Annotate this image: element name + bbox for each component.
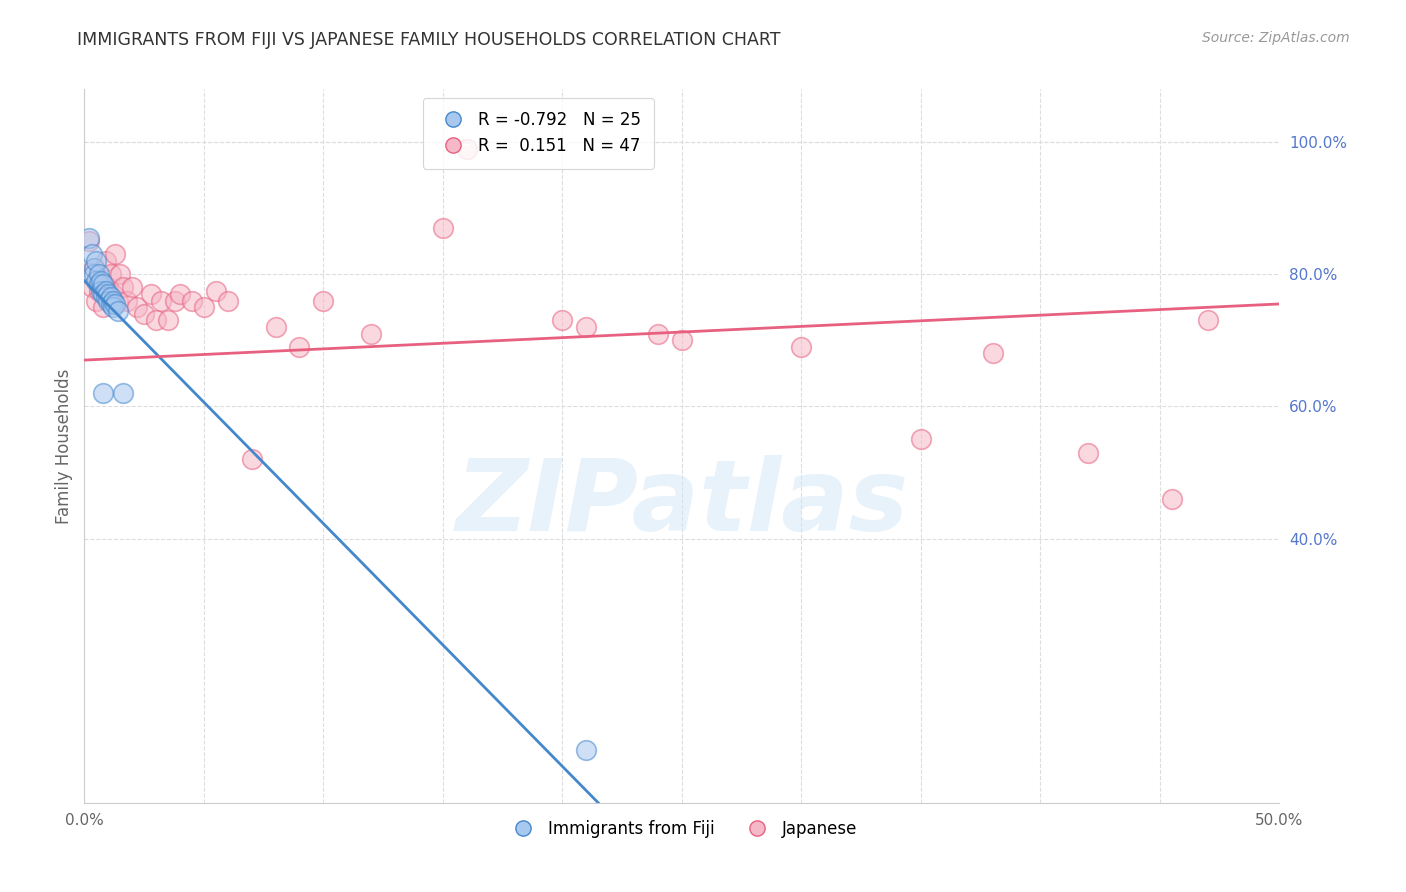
Point xyxy=(87,277,110,292)
Legend: Immigrants from Fiji, Japanese: Immigrants from Fiji, Japanese xyxy=(501,814,863,845)
Point xyxy=(575,320,598,334)
Point xyxy=(100,290,122,304)
Point xyxy=(83,267,105,281)
Point xyxy=(94,284,117,298)
Point xyxy=(104,297,127,311)
Point xyxy=(1197,313,1219,327)
Point xyxy=(100,267,122,281)
Point xyxy=(100,297,122,311)
Point xyxy=(101,293,124,308)
Point xyxy=(94,254,117,268)
Point xyxy=(77,231,100,245)
Point xyxy=(80,280,103,294)
Point xyxy=(93,277,115,292)
Point xyxy=(90,274,112,288)
Point xyxy=(90,280,112,294)
Point xyxy=(205,284,228,298)
Point xyxy=(107,293,129,308)
Point xyxy=(456,142,478,156)
Point xyxy=(93,386,115,401)
Point xyxy=(90,284,112,298)
Point xyxy=(981,346,1004,360)
Point xyxy=(93,287,115,301)
Point xyxy=(288,340,311,354)
Point xyxy=(87,274,110,288)
Point xyxy=(77,234,100,248)
Point xyxy=(551,313,574,327)
Point xyxy=(790,340,813,354)
Point xyxy=(132,307,156,321)
Point xyxy=(111,280,134,294)
Text: Source: ZipAtlas.com: Source: ZipAtlas.com xyxy=(1202,31,1350,45)
Point xyxy=(432,221,454,235)
Y-axis label: Family Households: Family Households xyxy=(55,368,73,524)
Point xyxy=(97,287,120,301)
Point xyxy=(647,326,669,341)
Point xyxy=(86,293,108,308)
Point xyxy=(87,284,110,298)
Point xyxy=(80,247,103,261)
Point xyxy=(193,300,215,314)
Point xyxy=(671,333,693,347)
Point xyxy=(312,293,335,308)
Point xyxy=(104,247,127,261)
Point xyxy=(360,326,382,341)
Point xyxy=(1161,491,1184,506)
Point xyxy=(141,287,163,301)
Point xyxy=(97,280,120,294)
Point xyxy=(101,300,124,314)
Point xyxy=(83,260,105,275)
Point xyxy=(86,254,108,268)
Point xyxy=(264,320,287,334)
Text: IMMIGRANTS FROM FIJI VS JAPANESE FAMILY HOUSEHOLDS CORRELATION CHART: IMMIGRANTS FROM FIJI VS JAPANESE FAMILY … xyxy=(77,31,780,49)
Point xyxy=(97,293,120,308)
Point xyxy=(87,267,110,281)
Point xyxy=(125,300,148,314)
Point xyxy=(121,280,143,294)
Point xyxy=(86,274,108,288)
Point xyxy=(165,293,187,308)
Point xyxy=(217,293,239,308)
Point xyxy=(110,267,132,281)
Point xyxy=(149,293,172,308)
Text: ZIPatlas: ZIPatlas xyxy=(456,455,908,551)
Point xyxy=(117,293,139,308)
Point xyxy=(181,293,204,308)
Point xyxy=(94,290,117,304)
Point xyxy=(157,313,180,327)
Point xyxy=(145,313,167,327)
Point xyxy=(111,386,134,401)
Point xyxy=(575,743,598,757)
Point xyxy=(93,300,115,314)
Point xyxy=(107,303,129,318)
Point xyxy=(240,452,263,467)
Point xyxy=(101,287,124,301)
Point xyxy=(910,433,932,447)
Point xyxy=(1077,445,1099,459)
Point xyxy=(83,260,105,275)
Point xyxy=(169,287,191,301)
